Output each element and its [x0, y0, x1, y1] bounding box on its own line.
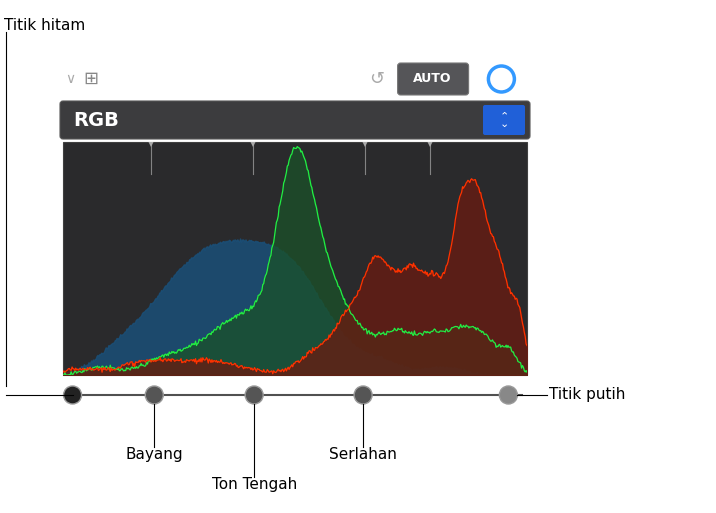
Text: Titik hitam: Titik hitam [4, 18, 85, 33]
Circle shape [145, 386, 163, 404]
FancyBboxPatch shape [63, 142, 527, 375]
Text: Titik putih: Titik putih [549, 387, 625, 403]
FancyBboxPatch shape [60, 101, 530, 139]
Text: ∨: ∨ [65, 72, 75, 86]
Text: ⊞: ⊞ [83, 70, 98, 88]
FancyBboxPatch shape [483, 105, 525, 135]
Text: Levels: Levels [103, 69, 178, 89]
Text: RGB: RGB [73, 110, 119, 129]
Text: ⌃
⌄: ⌃ ⌄ [499, 111, 508, 129]
Text: AUTO: AUTO [413, 72, 452, 86]
Circle shape [499, 386, 518, 404]
Text: Serlahan: Serlahan [329, 447, 397, 462]
Text: Ton Tengah: Ton Tengah [211, 477, 296, 492]
Circle shape [354, 386, 372, 404]
FancyBboxPatch shape [397, 63, 468, 95]
Circle shape [245, 386, 263, 404]
Text: ↺: ↺ [369, 70, 384, 88]
Text: Bayang: Bayang [125, 447, 183, 462]
Circle shape [64, 386, 82, 404]
